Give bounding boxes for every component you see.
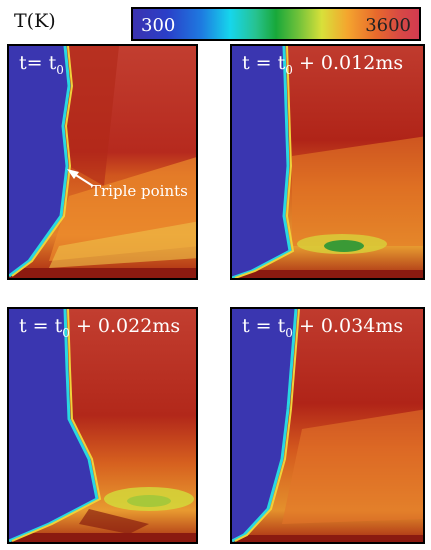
temperature-field-t0-plus-0-034ms [232, 309, 423, 542]
temperature-field-t0-plus-0-012ms [232, 46, 423, 278]
colorbar-title: T(K) [14, 10, 56, 32]
colorbar-max-label: 3600 [365, 15, 411, 36]
triple-points-annotation: Triple points [91, 182, 188, 200]
panel-t0: t= t0 Triple points [7, 44, 198, 280]
panel-label-t0: t= t0 [19, 52, 64, 77]
panel-t0-plus-0-022ms: t = t0 + 0.022ms [7, 307, 198, 544]
panel-label-t0-plus-0-012ms: t = t0 + 0.012ms [242, 52, 404, 77]
panel-label-t0-plus-0-022ms: t = t0 + 0.022ms [19, 315, 181, 340]
temperature-colorbar: 300 3600 [131, 7, 421, 41]
panel-label-t0-plus-0-034ms: t = t0 + 0.034ms [242, 315, 404, 340]
temperature-field-t0-plus-0-022ms [9, 309, 196, 542]
temperature-field-t0 [9, 46, 196, 278]
panel-t0-plus-0-012ms: t = t0 + 0.012ms [230, 44, 425, 280]
colorbar-min-label: 300 [141, 15, 176, 36]
panel-t0-plus-0-034ms: t = t0 + 0.034ms [230, 307, 425, 544]
